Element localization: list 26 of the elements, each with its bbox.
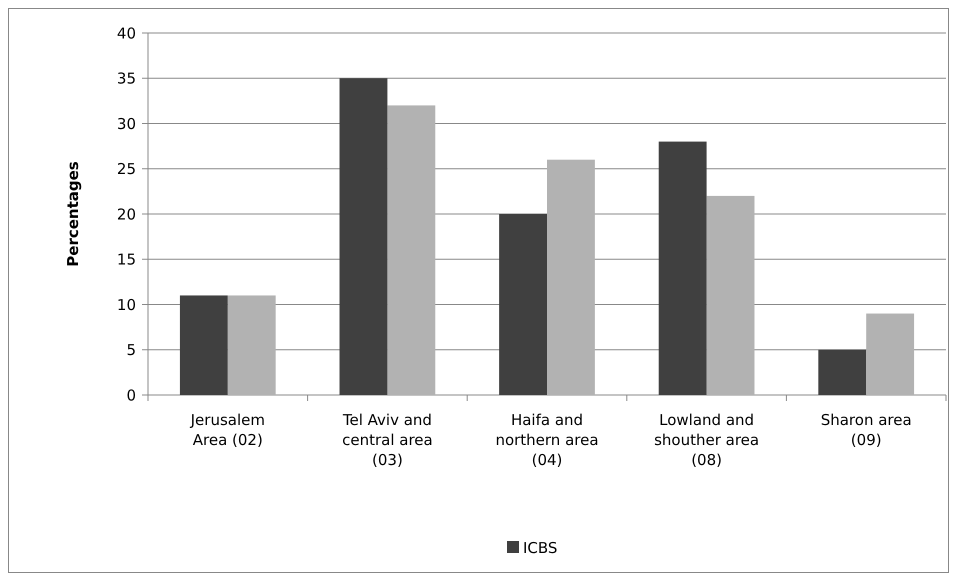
y-tick-label: 20 — [116, 205, 136, 224]
y-tick-label: 0 — [126, 386, 136, 404]
x-tick-label: Jerusalem Area (02) — [190, 411, 265, 449]
bar — [658, 142, 707, 395]
x-tick-label: Lowland and shouther area (08) — [654, 411, 760, 469]
y-tick-label: 40 — [116, 24, 136, 42]
bar — [499, 214, 547, 395]
legend-label: ICBS — [523, 539, 558, 557]
y-tick-label: 35 — [116, 70, 136, 88]
y-tick-label: 25 — [116, 160, 136, 178]
y-tick-label: 5 — [126, 341, 136, 359]
bar — [818, 350, 866, 395]
y-axis-title: Percentages — [64, 161, 82, 267]
y-tick-label: 30 — [116, 114, 136, 133]
bar — [547, 160, 595, 395]
bar — [706, 196, 754, 395]
bar — [180, 295, 228, 395]
x-tick-label: Haifa and northern area (04) — [495, 411, 599, 469]
bar — [228, 295, 276, 395]
bar — [866, 314, 914, 395]
y-tick-label: 10 — [116, 296, 136, 314]
x-tick-label: Tel Aviv and central area (03) — [342, 411, 433, 469]
x-tick-label: Sharon area (09) — [820, 411, 912, 449]
bar — [340, 78, 388, 395]
bar — [387, 105, 436, 395]
y-tick-label: 15 — [116, 250, 136, 268]
